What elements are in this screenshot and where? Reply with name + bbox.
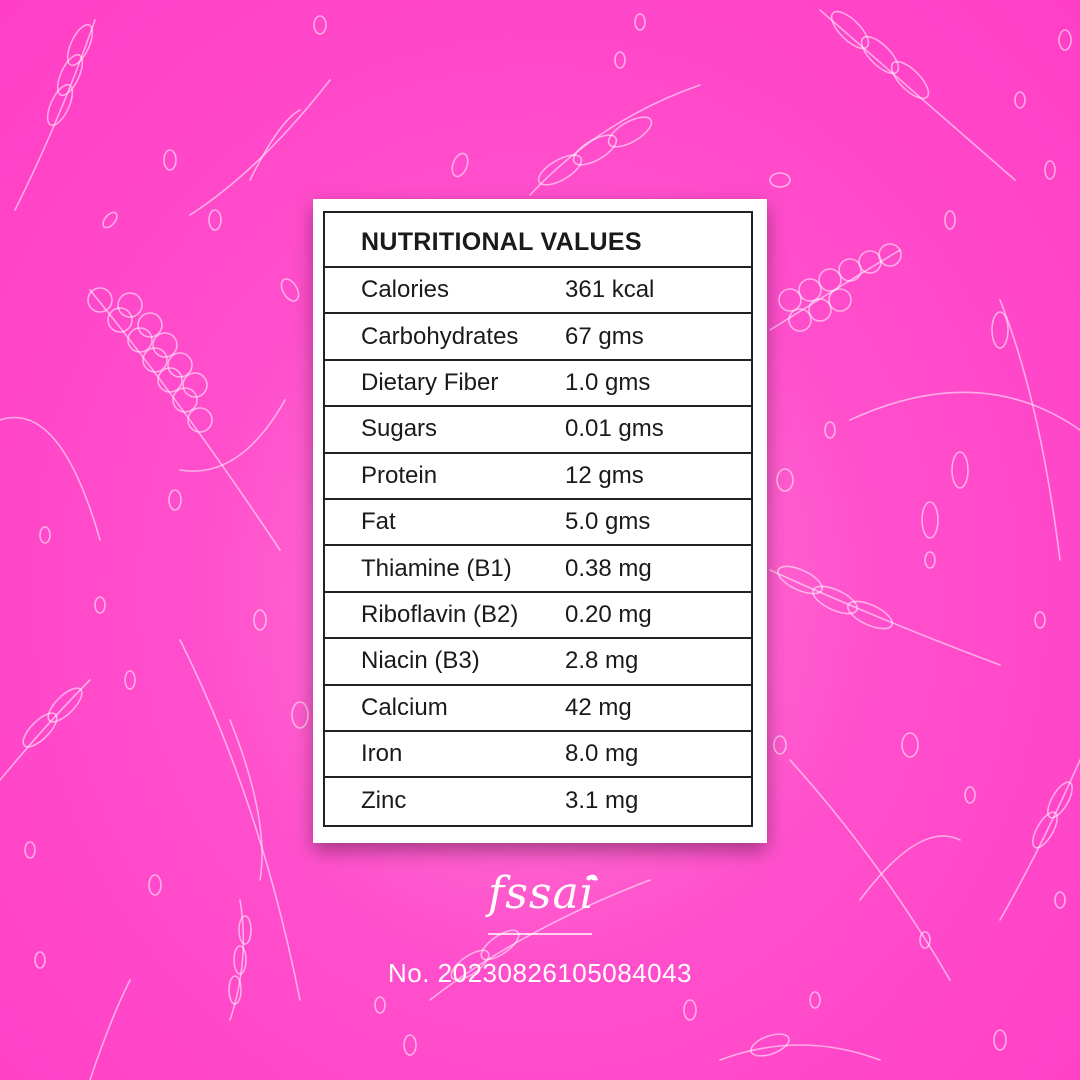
nutrient-amount: 8.0 mg xyxy=(565,740,639,768)
table-row: Niacin (B3) 2.8 mg xyxy=(325,639,751,686)
nutrient-name: Thiamine (B1) xyxy=(361,554,512,582)
nutrient-amount: 0.38 mg xyxy=(565,554,652,582)
table-row: Zinc 3.1 mg xyxy=(325,778,751,824)
table-row: Calcium 42 mg xyxy=(325,686,751,732)
nutrient-amount: 361 kcal xyxy=(565,276,655,304)
table-row: Protein 12 gms xyxy=(325,454,751,500)
nutrient-name: Niacin (B3) xyxy=(361,647,480,675)
nutrient-name: Carbohydrates xyxy=(361,322,519,350)
nutrient-name: Zinc xyxy=(361,787,407,815)
table-row: Iron 8.0 mg xyxy=(325,732,751,779)
nutrition-table: NUTRITIONAL VALUES Calories 361 kcal Carbo… xyxy=(323,211,753,827)
table-row: Thiamine (B1) 0.38 mg xyxy=(325,546,751,593)
nutrition-card: NUTRITIONAL VALUES Calories 361 kcal Carbo… xyxy=(313,199,767,843)
table-row: Carbohydrates 67 gms xyxy=(325,314,751,361)
nutrient-name: Calcium xyxy=(361,693,448,721)
table-row: Riboflavin (B2) 0.20 mg xyxy=(325,593,751,640)
nutrient-name: Protein xyxy=(361,461,438,489)
nutrient-name: Riboflavin (B2) xyxy=(361,600,519,628)
table-row: Calories 361 kcal xyxy=(325,268,751,315)
table-row: Dietary Fiber 1.0 gms xyxy=(325,361,751,408)
nutrient-name: Calories xyxy=(361,276,450,304)
nutrition-rows: Calories 361 kcal Carbohydrates 67 gms Dieta… xyxy=(325,268,751,825)
fssai-logo: fssai xyxy=(488,868,595,919)
nutrient-name: Iron xyxy=(361,740,403,768)
nutrient-amount: 3.1 mg xyxy=(565,787,639,815)
nutrient-name: Fat xyxy=(361,508,396,536)
nutrient-amount: 5.0 gms xyxy=(565,508,651,536)
nutrient-amount: 1.0 gms xyxy=(565,368,651,396)
fssai-leaf-icon xyxy=(488,874,598,935)
nutrient-amount: 42 mg xyxy=(565,693,632,721)
nutrient-amount: 0.20 mg xyxy=(565,600,652,628)
table-row: Sugars 0.01 gms xyxy=(325,407,751,454)
table-title: NUTRITIONAL VALUES xyxy=(325,213,751,268)
nutrient-name: Dietary Fiber xyxy=(361,368,499,396)
nutrient-amount: 2.8 mg xyxy=(565,647,639,675)
nutrient-amount: 67 gms xyxy=(565,322,644,350)
table-row: Fat 5.0 gms xyxy=(325,500,751,547)
nutrient-name: Sugars xyxy=(361,415,438,443)
nutrient-amount: 12 gms xyxy=(565,461,644,489)
license-number: No. 20230826105084043 xyxy=(387,958,692,988)
nutrient-amount: 0.01 gms xyxy=(565,415,664,443)
